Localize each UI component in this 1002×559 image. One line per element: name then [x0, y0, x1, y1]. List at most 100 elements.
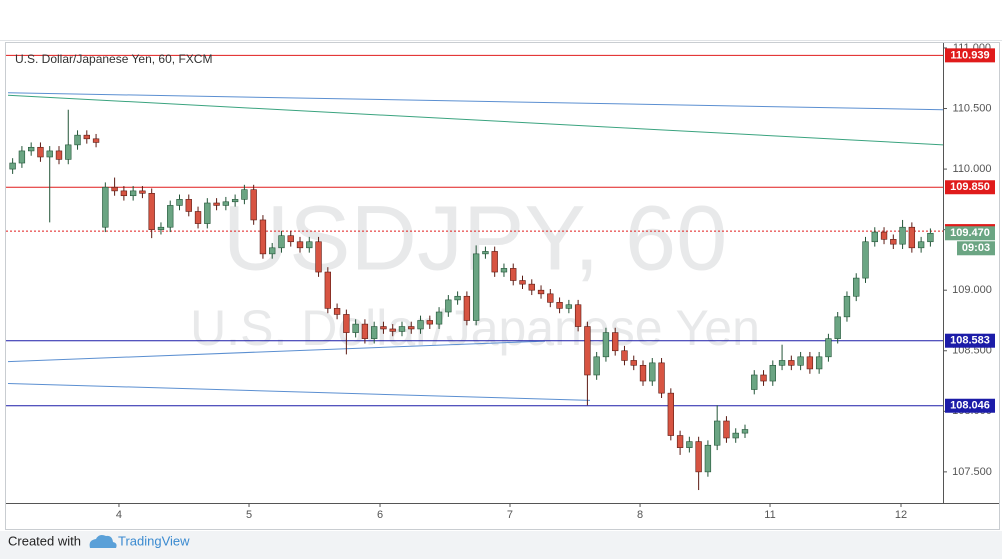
y-tick-label: 110.000: [953, 163, 992, 175]
x-tick-label: 8: [637, 509, 643, 521]
candle-body: [602, 332, 610, 358]
candle-body: [102, 186, 109, 228]
candle-body: [352, 323, 359, 333]
level-label: 109.850: [950, 181, 990, 193]
candle-body: [927, 232, 934, 243]
candle-body: [695, 441, 702, 473]
candle-body: [825, 338, 832, 358]
y-tick-label: 107.500: [952, 466, 992, 478]
candle-body: [714, 420, 721, 446]
candle-body: [862, 241, 869, 279]
candle-body: [658, 362, 665, 394]
last-price-label: 109.470: [950, 227, 990, 239]
candle-body: [139, 190, 146, 194]
candle-body: [463, 295, 471, 321]
candle-body: [751, 374, 758, 390]
chart-title: U.S. Dollar/Japanese Yen, 60, FXCM: [15, 52, 212, 66]
trendline: [7, 92, 943, 111]
candle-body: [853, 277, 860, 297]
candle-body: [732, 432, 739, 439]
candle-body: [231, 199, 239, 203]
level-label-box: [945, 48, 995, 63]
last-price-box: [945, 226, 995, 241]
candle-body: [890, 239, 897, 245]
footer-prefix: Created with: [8, 533, 81, 548]
candle-body: [565, 304, 573, 309]
candle-body: [111, 186, 118, 192]
candle-body: [871, 231, 878, 243]
candle-body: [55, 150, 63, 160]
candle-body: [129, 190, 137, 197]
level-label: 108.583: [950, 335, 990, 347]
y-tick-label: 109.000: [952, 284, 992, 296]
candle-body: [556, 302, 563, 309]
candle-body: [435, 311, 443, 325]
candle-body: [454, 295, 461, 301]
candle-body: [250, 189, 257, 221]
candle-body: [482, 251, 489, 255]
candle-body: [639, 364, 647, 382]
candle-body: [65, 144, 72, 160]
candle-body: [241, 189, 248, 200]
candle-body: [389, 328, 396, 332]
countdown-box: [957, 241, 995, 256]
x-tick-label: 4: [116, 509, 122, 521]
candle-body: [18, 150, 26, 164]
candle-body: [185, 199, 192, 212]
x-tick-label: 6: [377, 509, 383, 521]
candle-body: [74, 134, 81, 146]
candle-body: [547, 293, 554, 303]
candle-body: [445, 299, 452, 313]
candle-body: [917, 241, 925, 249]
candle-body: [269, 247, 276, 255]
candle-body: [148, 193, 155, 230]
candle-body: [37, 146, 44, 158]
x-tick-label: 7: [507, 509, 513, 521]
level-label: 108.046: [950, 400, 990, 412]
candle-body: [528, 283, 535, 291]
x-tick-label: 12: [895, 509, 907, 521]
trendline: [7, 94, 943, 146]
candle-body: [176, 199, 183, 206]
x-tick-label: 11: [764, 509, 775, 521]
candle-body: [361, 323, 369, 339]
x-tick-label: 5: [246, 509, 252, 521]
candle-body: [194, 211, 202, 224]
candle-body: [296, 241, 304, 249]
candle-body: [806, 356, 814, 370]
candle-body: [834, 316, 841, 339]
candle-body: [213, 202, 220, 206]
tradingview-logo: [89, 535, 117, 548]
candle-body: [343, 314, 350, 333]
level-label: 110.939: [950, 49, 989, 61]
candle-body: [843, 295, 851, 318]
candle-body: [259, 219, 267, 255]
candle-body: [324, 271, 331, 309]
candle-body: [500, 268, 508, 273]
candle-body: [584, 326, 591, 376]
candle-body: [621, 350, 628, 361]
candle-body: [593, 356, 600, 376]
candle-body: [371, 326, 378, 339]
candle-body: [204, 202, 211, 224]
candle-body: [278, 235, 285, 249]
candle-body: [630, 360, 637, 366]
candle-body: [815, 356, 823, 370]
candle-body: [778, 360, 786, 366]
level-label-box: [945, 333, 995, 348]
candle-body: [83, 134, 90, 140]
candle-body: [472, 253, 480, 321]
candle-body: [908, 226, 916, 249]
level-label-box: [945, 180, 995, 195]
trendline: [7, 382, 591, 401]
candle-body: [667, 392, 674, 436]
countdown-label: 09:03: [962, 242, 990, 254]
candle-body: [426, 320, 433, 325]
candle-body: [46, 150, 53, 158]
candle-body: [120, 190, 128, 197]
candle-body: [306, 241, 313, 249]
candle-body: [574, 304, 582, 327]
candle-body: [222, 201, 230, 206]
footer-brand[interactable]: TradingView: [118, 533, 190, 548]
